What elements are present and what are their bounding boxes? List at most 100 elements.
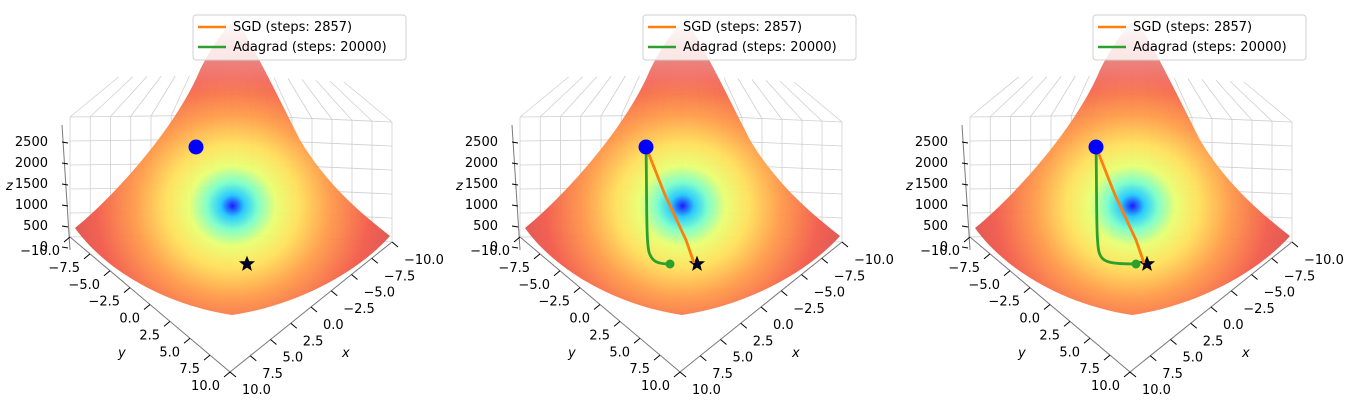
x-tick	[290, 322, 298, 329]
x-tick	[821, 257, 829, 264]
grid-line	[519, 76, 569, 118]
z-tick-label: 500	[473, 219, 498, 234]
grid-line	[969, 76, 1019, 118]
z-tick-label: 1000	[15, 198, 48, 213]
y-tick-label: −7.5	[48, 261, 80, 276]
x-tick	[351, 274, 358, 280]
chart-panel-1: 05001000150020002500z−10.0−7.5−5.0−2.50.…	[5, 14, 444, 398]
x-tick-label: 2.5	[303, 334, 324, 349]
y-tick-label: −10.0	[20, 244, 60, 259]
z-tick-label: 1500	[915, 177, 948, 192]
x-tick	[229, 371, 237, 378]
grid-line	[580, 76, 612, 117]
grid-line	[723, 77, 743, 118]
legend-sgd-label: SGD (steps: 2857)	[683, 20, 802, 35]
x-tick-label: −2.5	[1243, 302, 1275, 317]
grid-line	[1187, 78, 1213, 119]
x-tick	[1149, 355, 1157, 362]
z-tick-label: 1500	[465, 177, 498, 192]
y-tick-label: 10.0	[641, 379, 670, 394]
z-tick-label: 2000	[915, 156, 948, 171]
y-tick-label: −7.5	[948, 261, 980, 276]
chart-panel-3: 05001000150020002500z−10.0−7.5−5.0−2.50.…	[905, 14, 1344, 398]
x-tick	[1210, 306, 1218, 313]
x-tick-label: −10.0	[1304, 253, 1344, 268]
z-tick-label: 2000	[465, 156, 498, 171]
z-tick	[961, 204, 969, 207]
surface-highlight	[975, 20, 1290, 315]
z-tick	[61, 162, 69, 165]
z-tick	[61, 141, 69, 144]
x-tick-label: −7.5	[384, 269, 416, 284]
x-tick	[699, 355, 707, 362]
z-axis-line	[961, 124, 971, 251]
grid-line	[130, 76, 162, 117]
x-tick-label: 10.0	[242, 383, 271, 398]
z-tick	[961, 183, 969, 186]
z-tick-label: 0	[940, 240, 948, 255]
z-tick	[511, 162, 519, 165]
y-tick	[673, 371, 681, 378]
sgd-path	[1094, 146, 1146, 264]
y-tick	[183, 337, 191, 344]
x-tick-label: −5.0	[1264, 286, 1296, 301]
x-tick	[330, 290, 338, 297]
x-tick	[371, 257, 379, 264]
y-tick-label: 5.0	[1059, 345, 1080, 360]
y-tick-label: −10.0	[470, 244, 510, 259]
z-tick-label: 2500	[915, 135, 948, 150]
start-point-marker	[638, 139, 654, 155]
y-tick	[593, 304, 601, 310]
x-tick	[1170, 339, 1177, 345]
z-tick	[961, 162, 969, 165]
y-tick	[83, 253, 91, 260]
x-tick	[740, 322, 748, 329]
grid-line	[751, 79, 783, 120]
y-tick	[143, 304, 151, 310]
z-tick-label: 2000	[15, 156, 48, 171]
x-axis-label: x	[341, 346, 350, 361]
z-tick	[511, 183, 519, 186]
y-tick-label: −7.5	[498, 261, 530, 276]
z-axis-label: z	[905, 179, 914, 194]
grid-line	[1201, 79, 1233, 120]
x-tick-label: 7.5	[712, 367, 733, 382]
x-axis-label: x	[791, 346, 800, 361]
x-tick-label: 2.5	[1203, 334, 1224, 349]
x-tick	[1271, 257, 1279, 264]
grid-line	[793, 81, 843, 123]
grid-line	[1050, 75, 1076, 117]
z-tick-label: 0	[40, 240, 48, 255]
z-tick	[511, 246, 519, 249]
y-axis-label: y	[567, 346, 576, 361]
grid-line	[343, 81, 393, 123]
surface-highlight	[75, 20, 390, 315]
grid-line	[301, 79, 333, 120]
y-tick-label: −5.0	[68, 278, 100, 293]
y-tick-label: 0.0	[569, 312, 590, 327]
legend-box	[1092, 14, 1307, 61]
y-tick-label: −2.5	[538, 295, 570, 310]
x-tick	[1251, 274, 1258, 280]
adagrad-end-marker	[665, 259, 675, 269]
y-tick	[1063, 320, 1071, 327]
y-tick	[103, 270, 111, 277]
surface-highlight	[525, 20, 840, 315]
start-point-marker	[188, 139, 204, 155]
grid-line	[1070, 75, 1090, 116]
x-tick-label: 10.0	[1142, 383, 1171, 398]
z-tick	[511, 225, 519, 228]
legend-adagrad-label: Adagrad (steps: 20000)	[683, 40, 837, 55]
grid-line	[150, 75, 176, 117]
grid-line	[1030, 76, 1062, 117]
x-tick-label: −10.0	[854, 253, 894, 268]
y-tick-label: 10.0	[191, 379, 220, 394]
x-tick	[270, 339, 277, 345]
y-tick-label: 2.5	[139, 328, 160, 343]
x-tick	[780, 290, 788, 297]
grid-line	[170, 75, 190, 116]
grid-line	[560, 76, 598, 117]
x-tick-label: −7.5	[834, 269, 866, 284]
z-tick-label: 1000	[465, 198, 498, 213]
y-tick	[1003, 270, 1011, 277]
